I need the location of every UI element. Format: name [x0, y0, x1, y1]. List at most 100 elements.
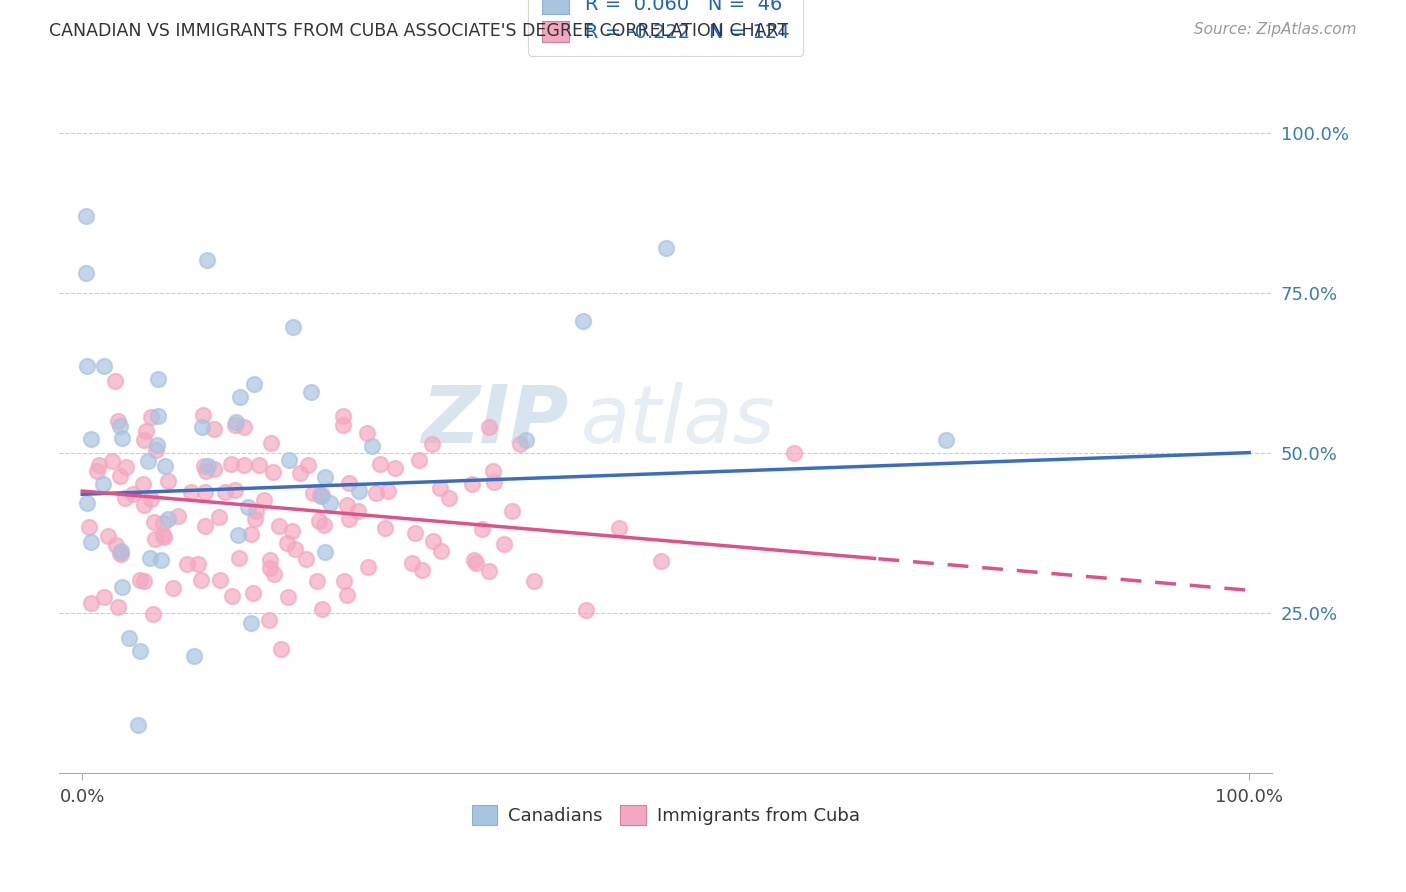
Point: [259, 553, 281, 567]
Point: [336, 588, 359, 602]
Point: [191, 408, 214, 422]
Point: [180, 485, 202, 500]
Point: [129, 573, 152, 587]
Point: [225, 415, 247, 429]
Point: [80, 596, 103, 610]
Point: [295, 552, 318, 566]
Point: [284, 542, 307, 557]
Point: [308, 514, 330, 528]
Point: [247, 458, 270, 472]
Point: [607, 521, 630, 535]
Point: [76, 359, 98, 374]
Point: [207, 509, 229, 524]
Point: [270, 642, 292, 657]
Point: [193, 458, 215, 473]
Point: [377, 483, 399, 498]
Point: [87, 458, 110, 472]
Point: [347, 504, 370, 518]
Point: [202, 422, 225, 436]
Point: [195, 253, 218, 268]
Point: [349, 483, 371, 498]
Point: [232, 458, 254, 472]
Point: [152, 516, 174, 531]
Point: [97, 529, 120, 543]
Point: [356, 426, 378, 441]
Point: [332, 409, 354, 424]
Point: [259, 436, 281, 450]
Point: [128, 644, 150, 658]
Point: [463, 553, 485, 567]
Point: [278, 453, 301, 467]
Point: [149, 552, 172, 566]
Point: [229, 390, 252, 404]
Point: [461, 477, 484, 491]
Point: [336, 498, 359, 512]
Point: [267, 518, 290, 533]
Point: [314, 545, 336, 559]
Point: [311, 602, 333, 616]
Point: [437, 491, 460, 505]
Point: [115, 460, 138, 475]
Point: [492, 537, 515, 551]
Point: [501, 503, 523, 517]
Point: [935, 433, 957, 447]
Point: [197, 459, 219, 474]
Point: [482, 475, 505, 490]
Point: [420, 437, 443, 451]
Point: [156, 512, 179, 526]
Point: [167, 508, 190, 523]
Point: [240, 616, 263, 631]
Point: [654, 241, 676, 255]
Point: [337, 512, 360, 526]
Point: [238, 500, 260, 514]
Point: [202, 462, 225, 476]
Point: [337, 475, 360, 490]
Point: [114, 491, 136, 505]
Point: [118, 631, 141, 645]
Point: [76, 496, 98, 510]
Text: CANADIAN VS IMMIGRANTS FROM CUBA ASSOCIATE'S DEGREE CORRELATION CHART: CANADIAN VS IMMIGRANTS FROM CUBA ASSOCIA…: [49, 22, 789, 40]
Point: [465, 556, 488, 570]
Point: [305, 574, 328, 589]
Point: [312, 517, 335, 532]
Point: [132, 476, 155, 491]
Point: [572, 314, 595, 328]
Text: Source: ZipAtlas.com: Source: ZipAtlas.com: [1194, 22, 1357, 37]
Point: [108, 468, 131, 483]
Point: [107, 414, 129, 428]
Point: [311, 488, 333, 502]
Point: [139, 492, 162, 507]
Point: [299, 384, 322, 399]
Point: [146, 371, 169, 385]
Point: [76, 266, 98, 280]
Point: [134, 574, 156, 589]
Text: atlas: atlas: [581, 382, 776, 459]
Point: [515, 433, 537, 447]
Point: [110, 544, 132, 558]
Point: [176, 558, 198, 572]
Point: [77, 519, 100, 533]
Point: [139, 551, 162, 566]
Point: [309, 489, 332, 503]
Point: [422, 533, 444, 548]
Point: [242, 586, 264, 600]
Point: [80, 535, 103, 549]
Point: [243, 377, 266, 392]
Point: [86, 464, 108, 478]
Point: [152, 531, 174, 545]
Point: [75, 209, 97, 223]
Point: [91, 476, 114, 491]
Point: [224, 483, 246, 498]
Point: [471, 522, 494, 536]
Point: [193, 484, 215, 499]
Point: [276, 536, 298, 550]
Point: [111, 431, 134, 445]
Point: [127, 717, 149, 731]
Legend: Canadians, Immigrants from Cuba: Canadians, Immigrants from Cuba: [463, 797, 869, 834]
Point: [411, 564, 433, 578]
Point: [104, 374, 127, 388]
Point: [263, 566, 285, 581]
Point: [110, 547, 132, 561]
Point: [226, 528, 249, 542]
Point: [228, 550, 250, 565]
